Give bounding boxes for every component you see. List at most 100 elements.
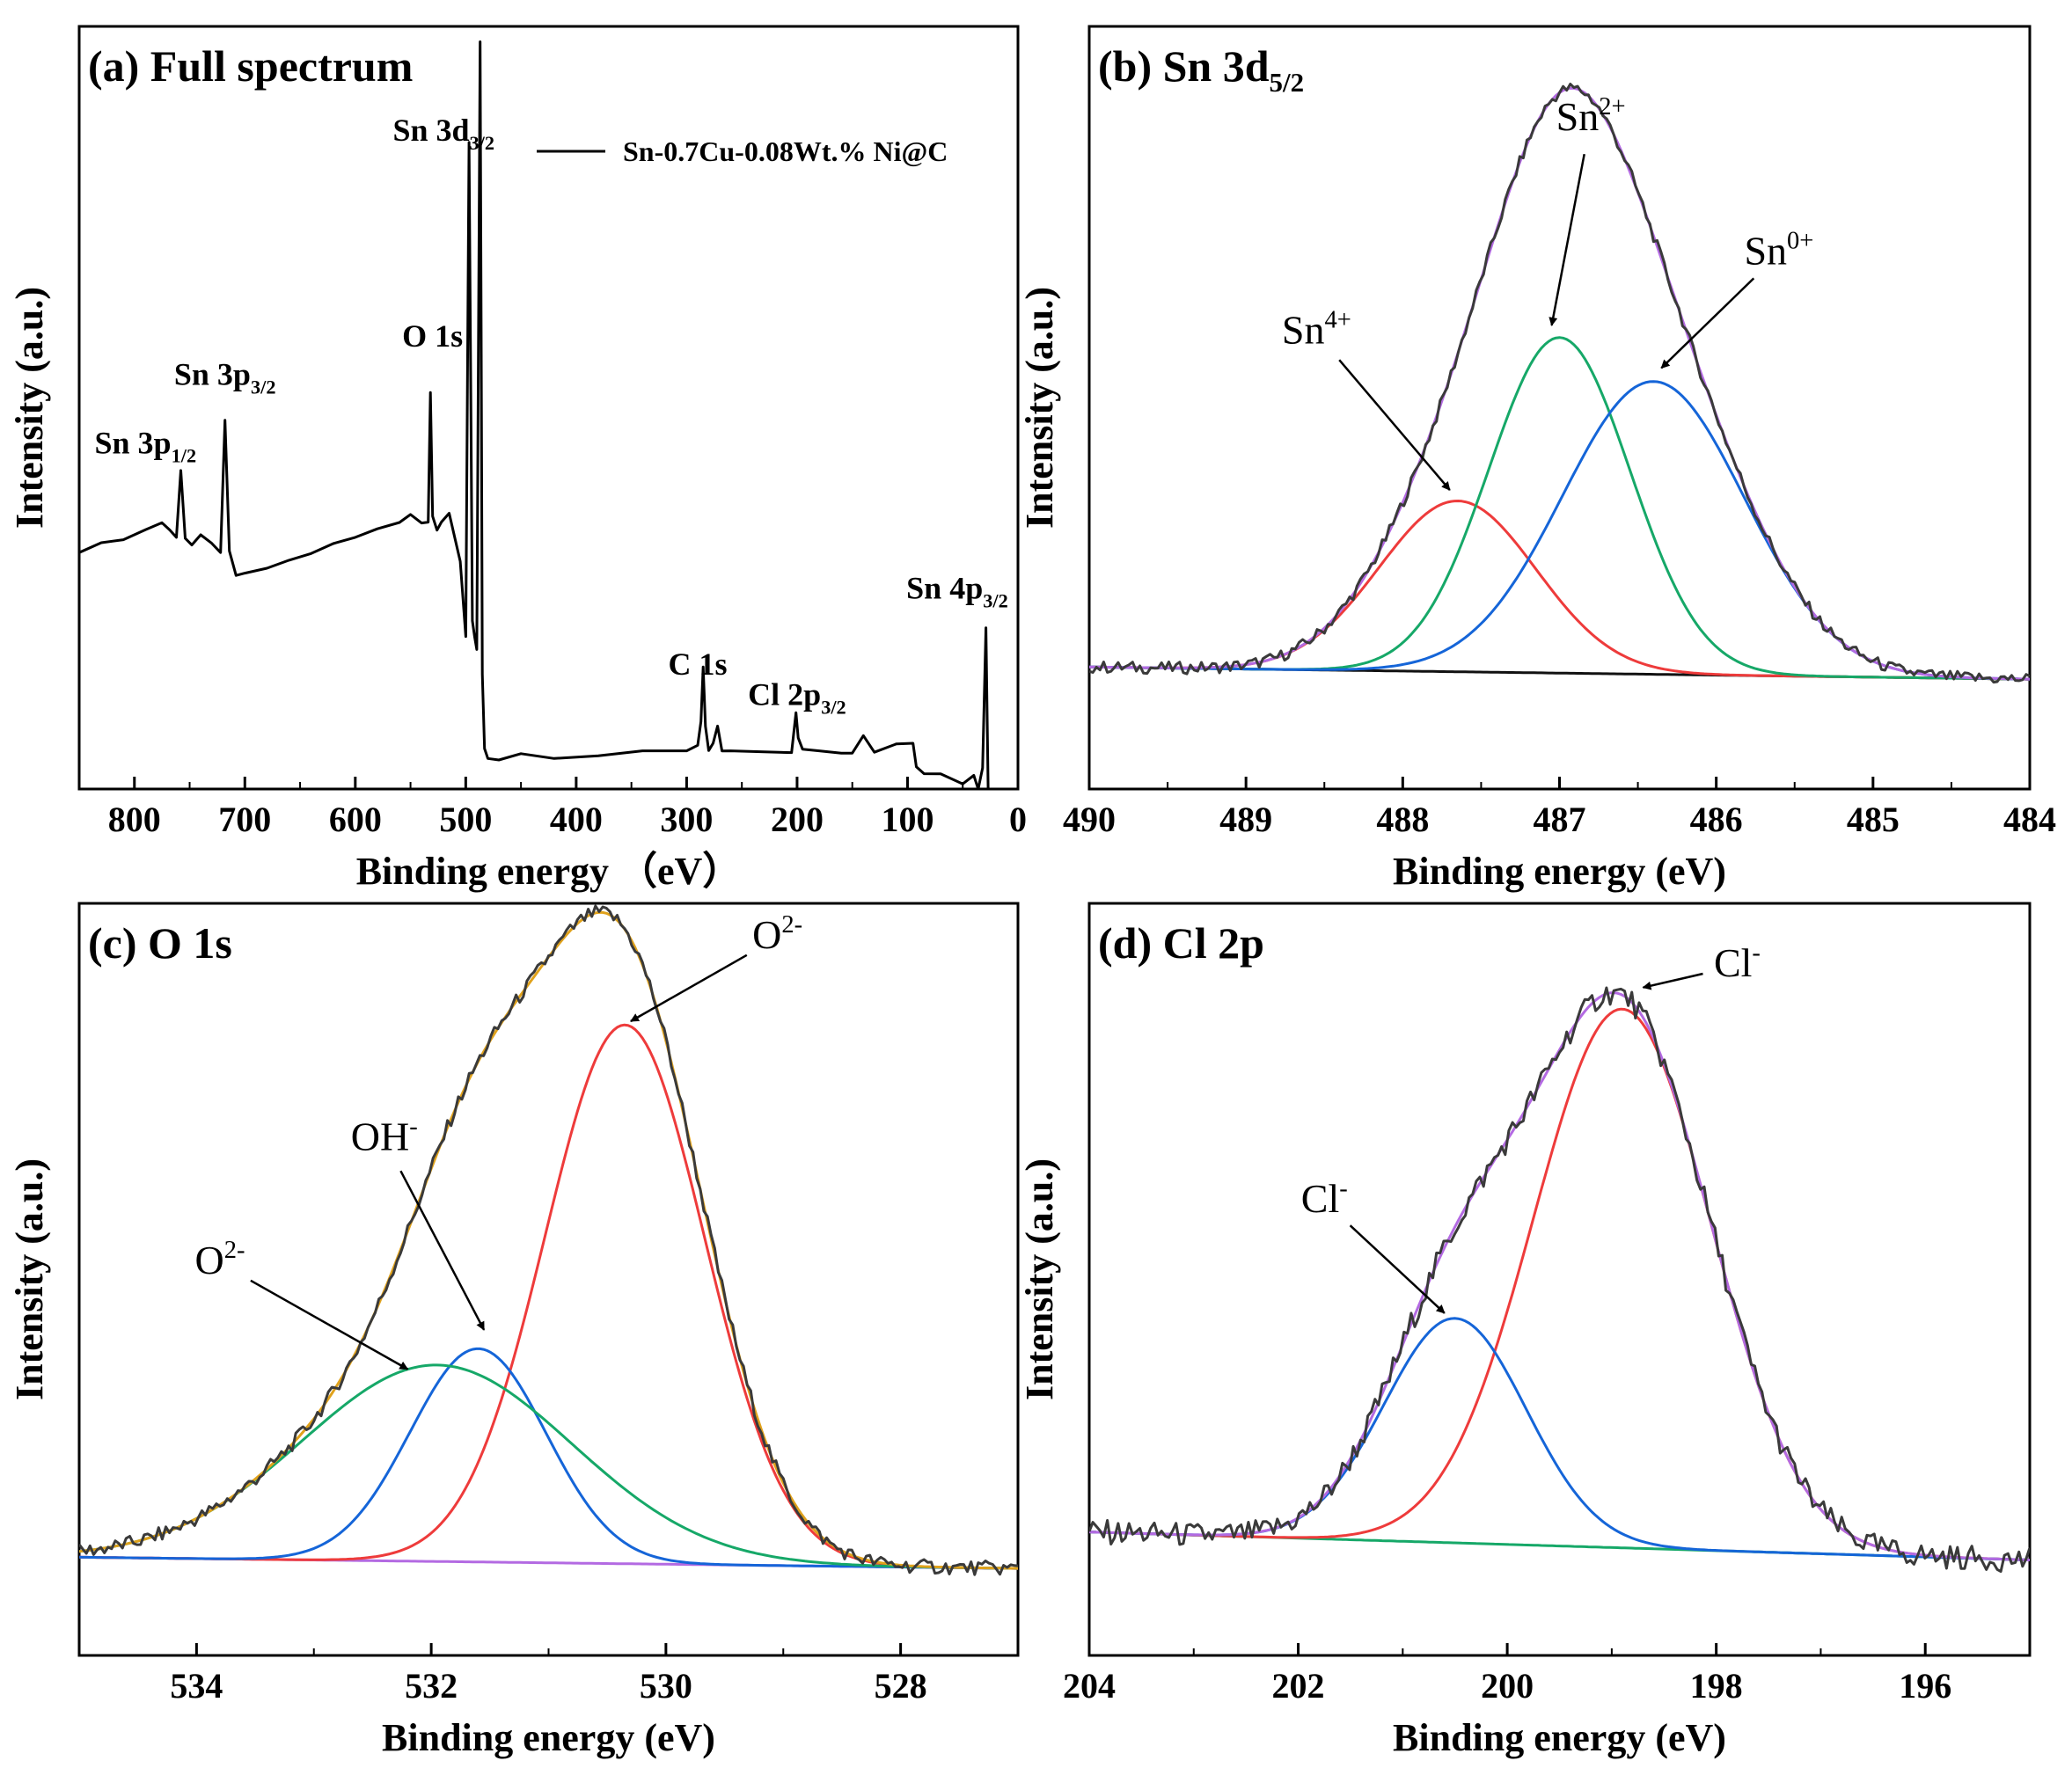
panel-title: (b) Sn 3d5/2 [1098,41,1304,98]
x-tick-label: 600 [329,800,382,839]
series-raw [1089,83,2030,684]
annotation-label-subscript: 3/2 [470,132,495,154]
annotation-label-text: Cl [1714,940,1752,985]
annotation-label: Sn 3d3/2 [392,113,494,154]
annotation-label-text: Sn 3p [174,356,251,391]
plot-frame [1087,902,2032,1657]
legend-label: Sn-0.7Cu-0.08Wt.% Ni@C [623,135,948,167]
y-axis-label: Intensity (a.u.) [8,287,51,529]
x-axis-label: Binding energy （eV） [356,850,742,893]
panel-title: (c) O 1s [88,918,232,968]
x-axis-label: Binding energy (eV) [1393,850,1726,893]
x-tick-label: 528 [875,1666,927,1706]
annotation-arrow [1660,277,1755,369]
annotation-label-subscript: 3/2 [251,376,276,398]
y-axis-label: Intensity (a.u.) [1018,1158,1061,1400]
x-tick-label: 534 [170,1666,223,1706]
annotation-label-text: Sn [1282,308,1325,353]
panel-title: (a) Full spectrum [88,41,413,91]
x-tick-label: 200 [771,800,824,839]
plot-frame [77,25,1020,791]
x-tick-label: 204 [1063,1666,1116,1706]
series-raw [1089,986,2030,1573]
series-group [1089,83,2030,684]
annotation-label-text: O [195,1238,224,1282]
annotation-label-text: OH [351,1114,409,1159]
annotation-label: Cl- [1301,1175,1348,1221]
panel-d: 204 202 200 198 196 Binding energy (eV) Intens… [1018,902,2032,1759]
annotation-label: O2- [752,911,802,957]
x-tick-label: 400 [550,800,603,839]
annotation-arrow [1349,1224,1446,1314]
annotation-label: Sn 3p3/2 [174,356,276,398]
annotation-label-text: Sn 4p [906,570,983,605]
y-axis-label: Intensity (a.u.) [8,1158,51,1400]
annotation-label-text: Sn 3d [392,113,469,148]
annotation-label: Cl- [1714,939,1761,985]
panel-title-text: (a) Full spectrum [88,41,413,91]
annotation-arrow [630,953,748,1023]
annotation-label: Cl 2p3/2 [748,677,846,719]
x-tick-label: 700 [218,800,271,839]
annotation-label-text: C 1s [668,647,727,682]
series-o2-lattice- [79,1023,1018,1570]
x-tick-label: 490 [1063,800,1116,839]
x-axis-label: Binding energy (eV) [1393,1716,1726,1759]
annotation-label-text: Cl 2p [748,677,821,712]
annotation-label-subscript: 1/2 [172,445,197,467]
annotation-label-subscript: 5/2 [558,0,583,2]
annotation-label: Sn0+ [1744,228,1813,274]
series-cl-minor- [1089,1317,2030,1561]
annotation-label-superscript: 2- [781,911,802,939]
panel-title-subscript: 5/2 [1270,67,1305,98]
annotation-label-superscript: 4+ [1324,307,1351,334]
annotation-label: Sn 4p3/2 [906,570,1008,611]
x-tick-label: 489 [1219,800,1272,839]
annotation-label-text: Sn [1556,94,1600,139]
x-tick-label: 0 [1009,800,1027,839]
annotation-label-subscript: 3/2 [983,589,1008,611]
x-tick-label: 196 [1899,1666,1951,1706]
series-survey [79,40,990,789]
x-tick-label: 487 [1534,800,1586,839]
x-tick-label: 485 [1847,800,1900,839]
x-tick-label: 800 [108,800,161,839]
x-tick-label: 530 [640,1666,692,1706]
annotation-arrow [1338,359,1451,491]
series-raw [79,904,1018,1576]
x-tick-label: 488 [1376,800,1429,839]
y-axis-label: Intensity (a.u.) [1018,287,1061,529]
panel-b: 490 489 488 487 486 485 484 Binding energy (eV)… [1018,25,2056,893]
x-tick-label: 300 [660,800,713,839]
series-cl-main- [1089,1007,2030,1561]
annotation-label-superscript: 0+ [1787,228,1813,255]
x-tick-label: 100 [881,800,933,839]
legend: Sn-0.7Cu-0.08Wt.% Ni@C [537,135,948,167]
annotation-label-superscript: - [1339,1175,1348,1202]
annotation-label-text: Cl [1301,1176,1339,1221]
annotation-arrow [1549,153,1585,326]
series-sn2- [1089,336,2030,681]
annotation-label: O2- [195,1237,245,1282]
series-oh- [79,1347,1018,1570]
panel-c: 534 532 530 528 Binding energy (eV) Intensity… [8,902,1020,1759]
series-o2- [79,1363,1018,1570]
annotation-label-subscript: 3/2 [821,697,846,719]
series-sn4- [1089,500,2030,681]
x-tick-label: 202 [1272,1666,1325,1706]
annotation-label: C 1s [668,647,727,682]
x-tick-label: 484 [2003,800,2056,839]
x-axis-label: Binding energy (eV) [382,1716,715,1759]
annotation-arrow [1642,972,1703,990]
annotation-label: O 1s [402,318,463,354]
annotation-label-text: O 1s [402,318,463,354]
series-envelope [1089,86,2030,681]
annotation-label: Sn2+ [1556,93,1626,139]
series-group [1089,986,2030,1573]
panel-title-text: (d) Cl 2p [1098,918,1264,968]
series-group [79,40,990,789]
annotation-label-text: Sn 3p [95,426,172,461]
annotation-label: Sn 3p1/2 [95,426,197,467]
annotation-label: Sn4+ [1282,307,1351,353]
panel-title-text: (b) Sn 3d [1098,41,1270,91]
